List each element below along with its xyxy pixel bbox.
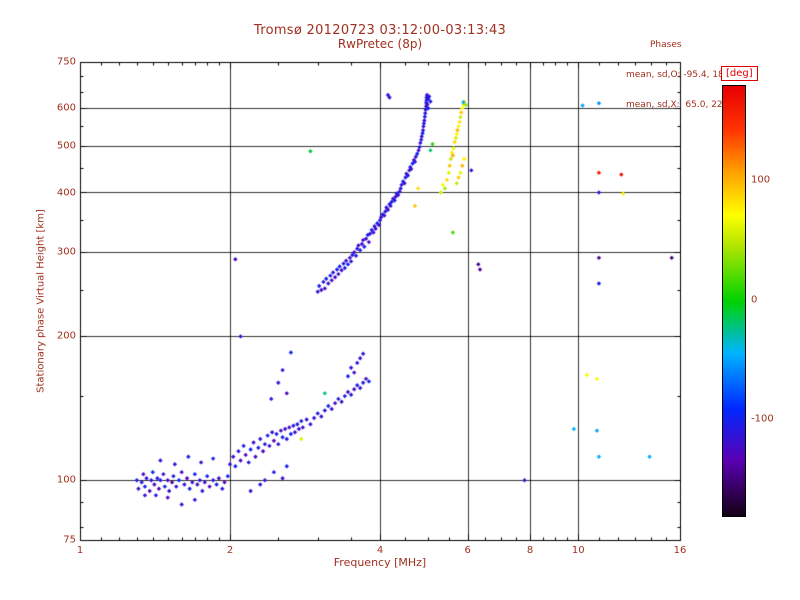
- y-tick-label: 75: [63, 534, 76, 546]
- colorbar-tick-label: 0: [751, 294, 758, 306]
- colorbar-unit-label: [deg]: [721, 66, 758, 81]
- y-tick-label: 400: [56, 187, 76, 198]
- x-tick-label: 8: [526, 545, 534, 556]
- plot-subtitle: RwPretec (8p): [337, 37, 423, 51]
- phase-colorbar: [722, 85, 746, 517]
- x-tick-label: 2: [226, 545, 234, 556]
- y-tick-label: 100: [56, 474, 76, 486]
- y-tick-label: 500: [56, 140, 76, 152]
- colorbar-tick-label: -100: [751, 413, 774, 425]
- y-tick-label: 600: [56, 102, 76, 114]
- x-tick-label: 4: [376, 545, 384, 556]
- y-tick-label: 200: [56, 330, 76, 342]
- y-tick-label: 300: [56, 246, 76, 258]
- x-tick-label: 6: [464, 545, 471, 556]
- y-tick-label: 750: [56, 56, 76, 68]
- y-axis-title: Stationary phase Virtual Height [km]: [35, 209, 47, 393]
- phase-stats-header: Phases: [650, 40, 682, 50]
- colorbar-tick-label: 100: [751, 174, 771, 186]
- phase-stats-omode: mean, sd,O: -95.4, 18.2: [626, 70, 733, 80]
- x-tick-label: 16: [673, 545, 687, 556]
- x-axis-title: Frequency [MHz]: [333, 556, 427, 569]
- x-tick-label: 1: [76, 545, 84, 556]
- phase-stats-xmode: mean, sd,X: 65.0, 22.6: [626, 100, 732, 110]
- phase-stats-block: Phases mean, sd,O: -95.4, 18.2 mean, sd,…: [626, 20, 732, 130]
- x-tick-label: 10: [571, 545, 585, 556]
- plot-title: Tromsø 20120723 03:12:00-03:13:43: [253, 23, 507, 38]
